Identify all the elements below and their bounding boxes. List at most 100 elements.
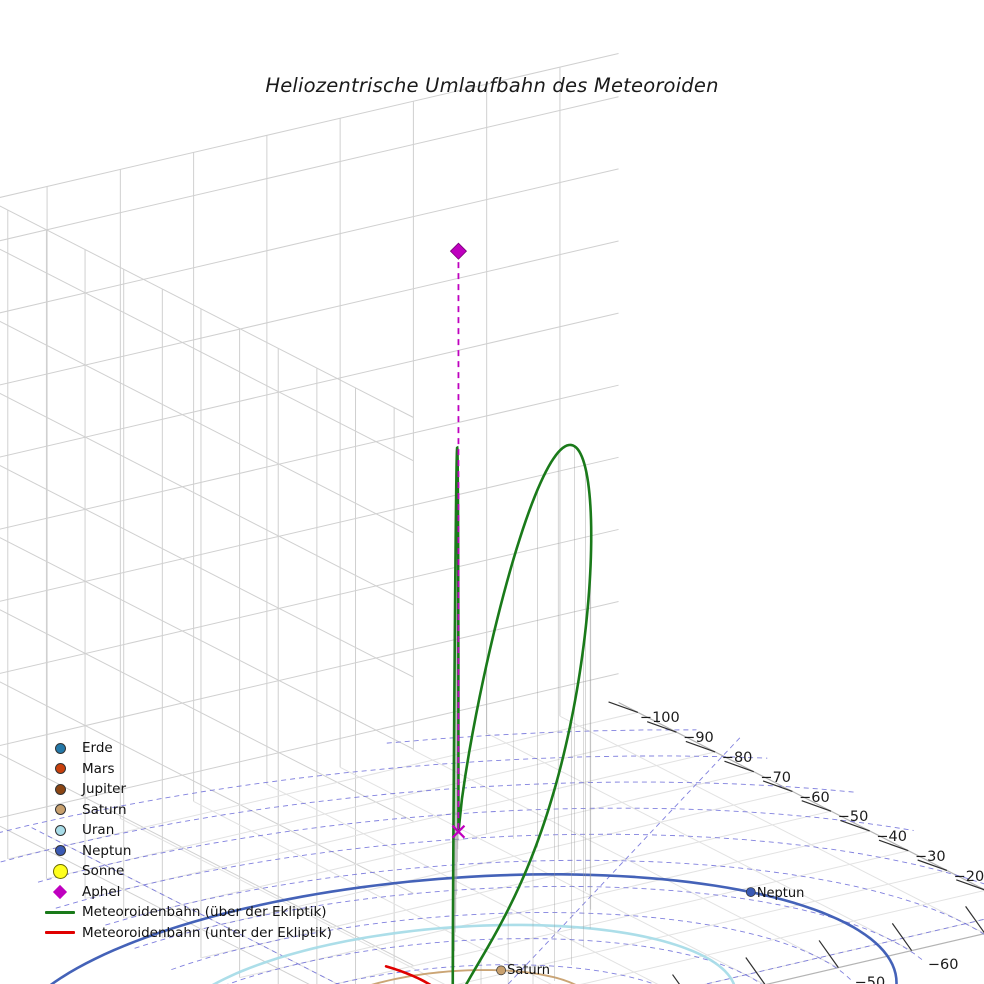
gridline-wall-x [0,528,619,674]
diamond-icon [52,884,68,899]
legend-item-label: Meteoroidenbahn (über der Ekliptik) [82,904,327,921]
x-tick [956,879,984,891]
legend-key-dot [38,738,82,758]
legend-item[interactable]: Aphel [38,882,332,903]
x-tick-label: −60 [799,789,830,806]
y-tick-label: −60 [927,957,959,974]
x-tick-label: −50 [837,809,869,826]
legend-item[interactable]: Uran [38,820,332,841]
planet-marker-saturn[interactable] [496,965,506,976]
legend-item-label: Sonne [82,863,125,880]
legend-item[interactable]: Meteoroidenbahn (unter der Ekliptik) [38,923,332,944]
legend-key-dot [38,820,82,840]
gridline-wall-y [0,248,414,462]
polar-spoke [27,825,339,984]
planet-marker-neptun[interactable] [745,887,756,897]
legend-item[interactable]: Mars [38,759,332,780]
gridline-wall-x [0,168,619,314]
gridline-wall-x [0,52,619,198]
legend-item-label: Saturn [82,801,127,818]
x-tick [724,760,754,773]
legend-item-label: Jupiter [82,781,127,798]
legend-item-label: Aphel [82,883,121,900]
legend-item[interactable]: Sonne [38,861,332,882]
orbit-circle-saturn [371,969,577,984]
gridline-wall-y [0,681,414,894]
x-tick [762,780,793,792]
gridline-wall-x [0,384,619,530]
gridline-wall-x [0,96,619,242]
gridline-wall-x [0,456,619,602]
gridline-floor [333,850,909,984]
circle-icon [54,804,66,816]
gridline-wall-x [0,312,619,458]
y-tick [965,906,984,934]
gridline-floor [162,790,793,939]
legend-key-line [38,923,82,943]
legend-key-dot [38,800,82,820]
gridline-floor [580,890,984,984]
x-tick-label: −70 [760,769,792,786]
x-tick-label: −100 [639,710,680,727]
legend-item[interactable]: Erde [38,738,332,759]
gridline-wall-y [0,465,414,678]
x-tick-label: −40 [876,829,907,846]
x-tick [917,859,948,872]
gridline-wall-y [0,205,414,418]
polar-ring [134,885,924,961]
legend-item[interactable]: Meteoroidenbahn (über der Ekliptik) [38,902,332,923]
legend-line-swatch [45,931,75,935]
gridline-floor [193,800,552,984]
legend-item-label: Neptun [82,842,132,859]
gridline-wall-y [0,320,414,534]
polar-ring [333,964,656,984]
gridline-floor [120,817,446,984]
polar-ring [386,729,697,744]
circle-icon [54,783,66,795]
x-axis-spine [618,701,984,891]
legend-item[interactable]: Neptun [38,841,332,862]
gridline-wall-y [0,609,414,822]
y-axis-spine [765,933,984,984]
orbit-circle-uran [211,923,736,984]
legend-line-swatch [45,910,75,914]
planet-label-saturn: Saturn [507,963,551,979]
legend-key-diamond [38,882,82,902]
meteoroid-orbit-below [384,965,432,984]
x-tick [840,819,870,832]
legend-key-dot [38,861,82,881]
legend: Erde Mars Jupiter Saturn Uran Neptun Sonne Aphe… [38,738,332,943]
y-tick-label: −50 [854,974,886,984]
circle-icon [54,845,66,857]
gridline-wall-y [0,537,414,750]
aphelion-marker [449,242,468,260]
circle-icon [54,763,66,775]
legend-key-line [38,902,82,922]
gridline-floor [123,771,754,919]
x-tick-label: −80 [721,750,753,766]
polar-ring [55,833,984,909]
x-tick-label: −20 [953,868,984,885]
gridline-wall-y [0,392,414,606]
gridline-floor [200,810,832,959]
x-tick-label: −90 [683,730,714,747]
gridline-floor [486,732,912,952]
legend-item-label: Meteoroidenbahn (unter der Ekliptik) [82,924,332,941]
x-tick [878,839,909,852]
circle-icon [54,742,66,754]
legend-item[interactable]: Jupiter [38,779,332,800]
polar-ring [105,859,984,935]
x-tick [685,740,716,753]
legend-item[interactable]: Saturn [38,800,332,821]
gridline-floor [559,715,984,934]
polar-spoke [507,735,743,984]
gridline-floor [7,711,638,860]
polar-ring [227,938,762,984]
orbit-circle-neptun [49,873,898,984]
y-tick [672,974,680,984]
page-title: Heliozentrische Umlaufbahn des Meteoroid… [265,74,719,97]
x-tick [608,701,639,713]
x-tick-label: −30 [914,848,946,865]
